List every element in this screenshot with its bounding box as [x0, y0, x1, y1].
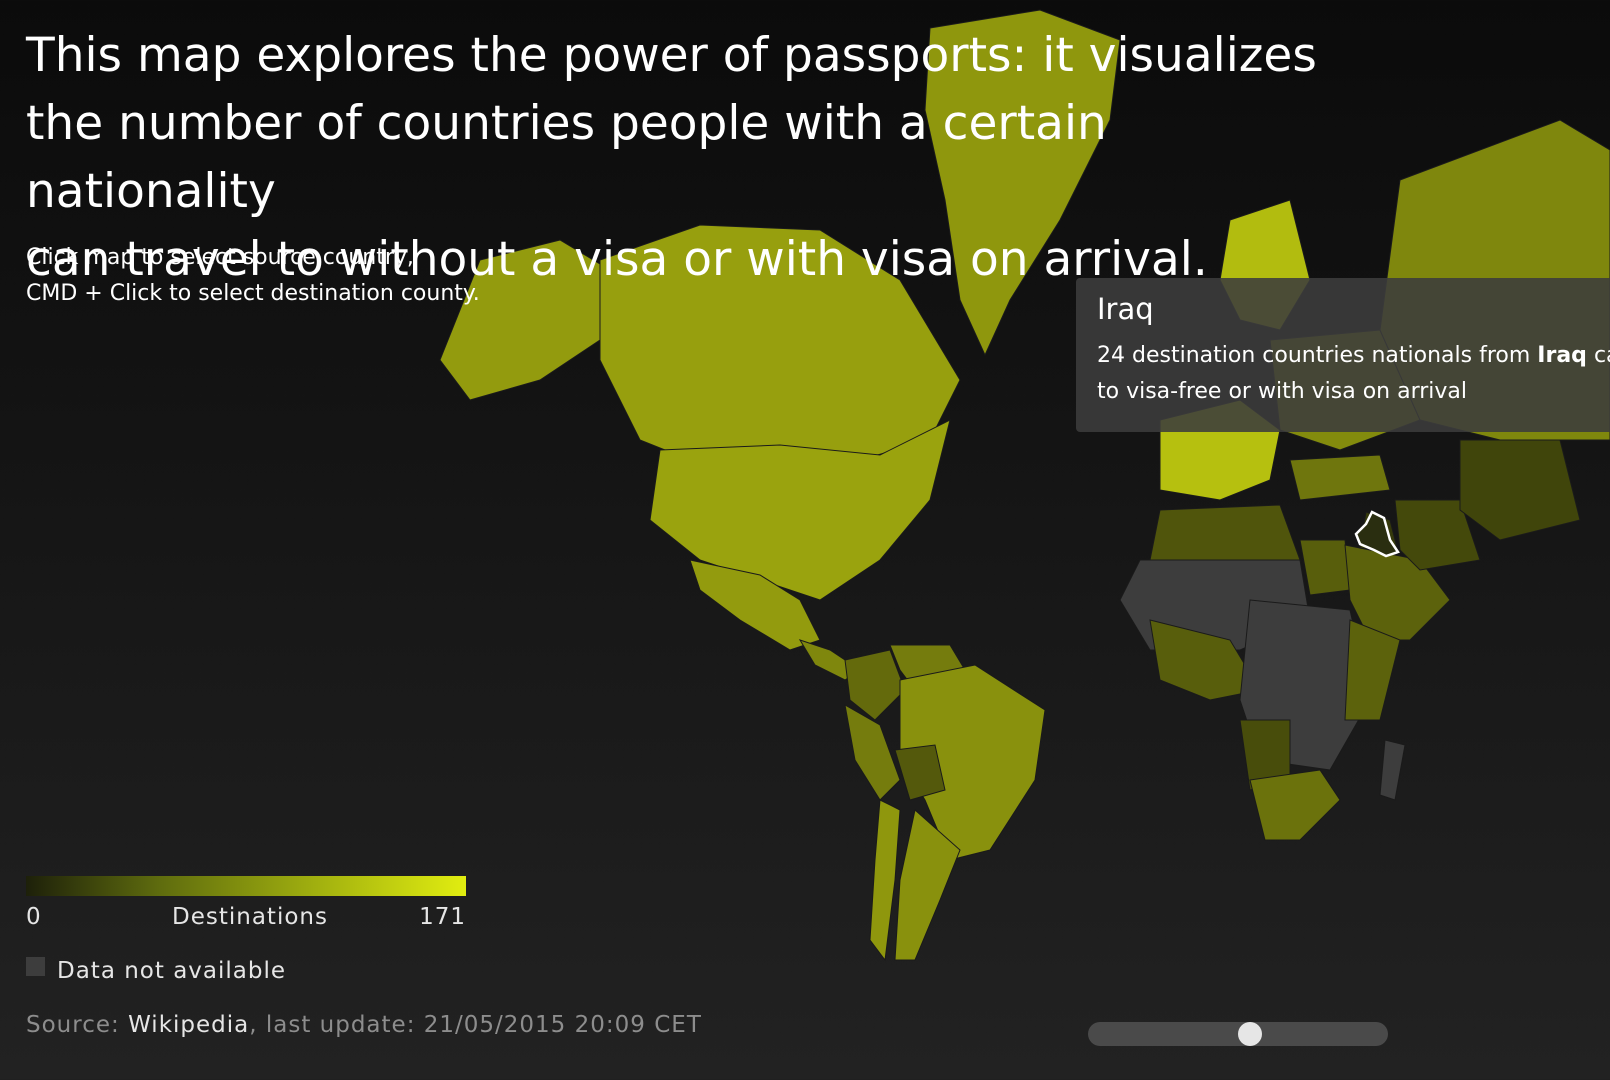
- headline-line-3: can travel to without a visa or with vis…: [26, 232, 1208, 287]
- country-east-africa[interactable]: [1344, 619, 1401, 721]
- headline: This map explores the power of passports…: [26, 22, 1326, 294]
- tooltip-country-bold: Iraq: [1537, 343, 1587, 368]
- tooltip-count: 24: [1097, 343, 1125, 368]
- tooltip-line-2: to visa-free or with visa on arrival: [1097, 379, 1468, 404]
- country-argentina[interactable]: [894, 809, 961, 961]
- selected-country-outline-iraq[interactable]: [1354, 510, 1400, 558]
- country-turkey[interactable]: [1289, 454, 1391, 501]
- tooltip-line-1: 24 destination countries nationals from …: [1097, 338, 1610, 374]
- country-central-asia[interactable]: [1459, 439, 1581, 541]
- zoom-slider-thumb[interactable]: [1238, 1022, 1262, 1046]
- not-available-swatch: [26, 956, 45, 976]
- tooltip-country-name: Iraq: [1097, 292, 1154, 326]
- source-link[interactable]: Wikipedia: [128, 1012, 250, 1038]
- country-tooltip: Iraq 24 destination countries nationals …: [1076, 278, 1610, 432]
- country-bolivia[interactable]: [894, 744, 946, 801]
- country-greenland[interactable]: [924, 9, 1121, 357]
- source-prefix: Source:: [26, 1012, 129, 1038]
- country-southern-africa[interactable]: [1249, 769, 1341, 841]
- headline-line-1: This map explores the power of passports…: [26, 28, 1317, 83]
- headline-line-2: the number of countries people with a ce…: [26, 96, 1107, 219]
- source-suffix: , last update: 21/05/2015 20:09 CET: [249, 1012, 702, 1038]
- legend-title: Destinations: [172, 904, 328, 930]
- tooltip-text-a: destination countries nationals from: [1132, 343, 1531, 368]
- tooltip-text-b: can: [1593, 343, 1610, 368]
- country-united-states[interactable]: [649, 419, 951, 601]
- instructions-line-1: Click map to select source country,: [26, 245, 414, 270]
- legend-not-available: Data not available: [26, 956, 287, 984]
- legend-max-label: 171: [419, 904, 466, 930]
- country-colombia[interactable]: [844, 649, 906, 721]
- tooltip-body: 24 destination countries nationals from …: [1097, 338, 1610, 410]
- instructions: Click map to select source country, CMD …: [26, 240, 480, 312]
- legend-min-label: 0: [26, 904, 42, 930]
- source-credit: Source: Wikipedia, last update: 21/05/20…: [26, 1012, 702, 1038]
- legend-labels: 0 Destinations 171: [26, 904, 466, 934]
- country-iran[interactable]: [1394, 499, 1481, 571]
- country-chile[interactable]: [869, 799, 901, 962]
- country-egypt[interactable]: [1299, 539, 1351, 596]
- not-available-label: Data not available: [57, 958, 287, 984]
- country-peru[interactable]: [844, 704, 901, 801]
- country-alaska[interactable]: [439, 239, 611, 401]
- country-madagascar-no-data[interactable]: [1379, 739, 1406, 801]
- country-west-africa[interactable]: [1149, 619, 1261, 701]
- instructions-line-2: CMD + Click to select destination county…: [26, 281, 480, 306]
- legend-color-scale: [26, 876, 466, 896]
